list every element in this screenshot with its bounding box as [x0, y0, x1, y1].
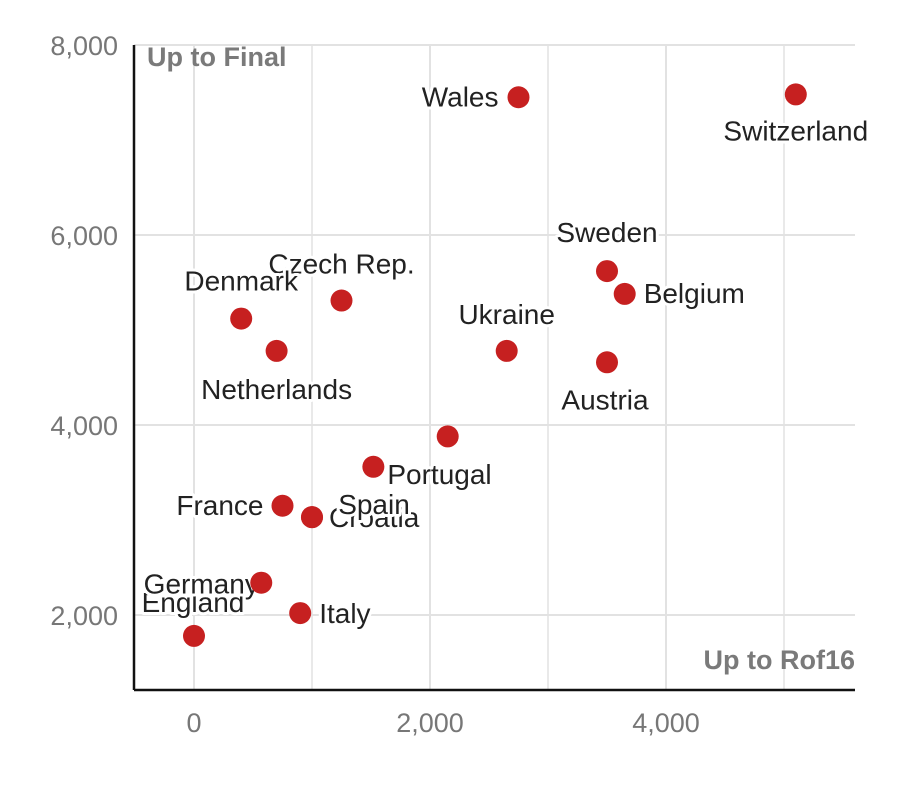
point-label: Czech Rep. [268, 249, 414, 280]
data-point[interactable] [613, 282, 636, 305]
y-tick-label: 2,000 [50, 601, 118, 631]
data-point[interactable] [362, 455, 385, 478]
data-point[interactable] [289, 602, 312, 625]
data-point[interactable] [250, 571, 273, 594]
axes [132, 45, 855, 692]
point-label: France [176, 490, 263, 521]
data-point[interactable] [230, 307, 253, 330]
point-label: Switzerland [723, 115, 868, 146]
corner-label-x: Up to Rof16 [704, 645, 856, 675]
point-label: Germany [144, 569, 259, 600]
point-label: Ukraine [458, 299, 554, 330]
point-labels: Croatia England Wales Switzerland Sweden Belg… [139, 78, 872, 632]
point-label: Croatia [329, 502, 420, 533]
point-label: Netherlands [201, 374, 352, 405]
y-tick-label: 4,000 [50, 411, 118, 441]
x-tick-label: 0 [186, 708, 201, 738]
x-tick-label: 2,000 [396, 708, 464, 738]
data-point[interactable] [330, 289, 353, 312]
data-point[interactable] [596, 260, 618, 283]
data-point[interactable] [784, 83, 807, 106]
data-point[interactable] [271, 494, 294, 517]
data-points [183, 83, 807, 647]
x-tick-label: 4,000 [632, 708, 700, 738]
point-label: Sweden [556, 217, 657, 248]
data-point[interactable] [596, 351, 618, 374]
data-point[interactable] [183, 624, 205, 647]
point-label: Wales [422, 81, 499, 112]
point-label: Italy [319, 598, 370, 629]
point-label: Belgium [644, 278, 745, 309]
data-point[interactable] [436, 425, 459, 448]
data-point[interactable] [495, 339, 518, 362]
y-tick-label: 8,000 [50, 31, 118, 61]
point-label: Austria [561, 384, 649, 415]
grid [134, 44, 855, 690]
point-label: England [142, 587, 245, 618]
data-point[interactable] [301, 506, 323, 529]
data-point[interactable] [265, 339, 288, 362]
point-label: Denmark [184, 266, 299, 297]
tick-labels: 0 2,000 4,000 2,000 4,000 6,000 8,000 [50, 31, 699, 738]
point-label: Portugal [387, 459, 491, 490]
data-point[interactable] [507, 86, 530, 109]
y-tick-label: 6,000 [50, 221, 118, 251]
corner-label-y: Up to Final [147, 42, 286, 72]
point-label: Spain [338, 489, 410, 520]
